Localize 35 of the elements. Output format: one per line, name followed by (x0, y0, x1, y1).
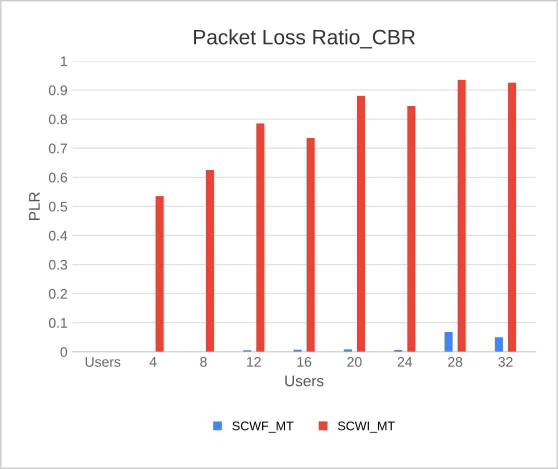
y-tick-label: 0.6 (48, 172, 68, 182)
y-tick-label: 0.4 (48, 230, 68, 241)
legend-label: SCWI_MT (338, 421, 395, 433)
bar (356, 96, 366, 352)
x-tick-label: 16 (297, 356, 312, 367)
x-tick-label: Users (86, 357, 120, 367)
bar (256, 123, 264, 352)
x-tick-label: 32 (498, 356, 513, 367)
bar (156, 196, 164, 352)
bar (306, 138, 315, 352)
y-tick-label: 0.1 (48, 318, 68, 328)
bar (458, 80, 466, 352)
y-tick-label: 0 (60, 347, 68, 357)
bar (494, 337, 503, 352)
bar (407, 106, 416, 352)
x-tick-label: 20 (347, 356, 362, 367)
bar (206, 170, 214, 352)
y-tick-label: 1 (61, 56, 67, 66)
chart-title: Packet Loss Ratio_CBR (194, 29, 415, 48)
x-tick-label: 4 (150, 357, 157, 367)
y-tick-label: 0.2 (48, 288, 67, 299)
y-tick-label: 0.7 (48, 144, 67, 154)
y-tick-label: 0.5 (48, 202, 68, 212)
y-axis-title: PLR (29, 192, 40, 220)
x-axis-title: Users (285, 376, 324, 386)
legend-label: SCWF_MT (232, 421, 294, 433)
y-tick-label: 0.3 (48, 260, 68, 270)
x-tick-label: 28 (448, 356, 462, 367)
y-tick-label: 0.8 (48, 114, 68, 124)
bar (508, 82, 516, 352)
x-tick-label: 12 (247, 356, 261, 367)
bar (444, 332, 453, 352)
y-tick-label: 0.9 (48, 85, 68, 96)
x-tick-label: 24 (398, 356, 412, 367)
x-tick-label: 8 (200, 356, 207, 367)
